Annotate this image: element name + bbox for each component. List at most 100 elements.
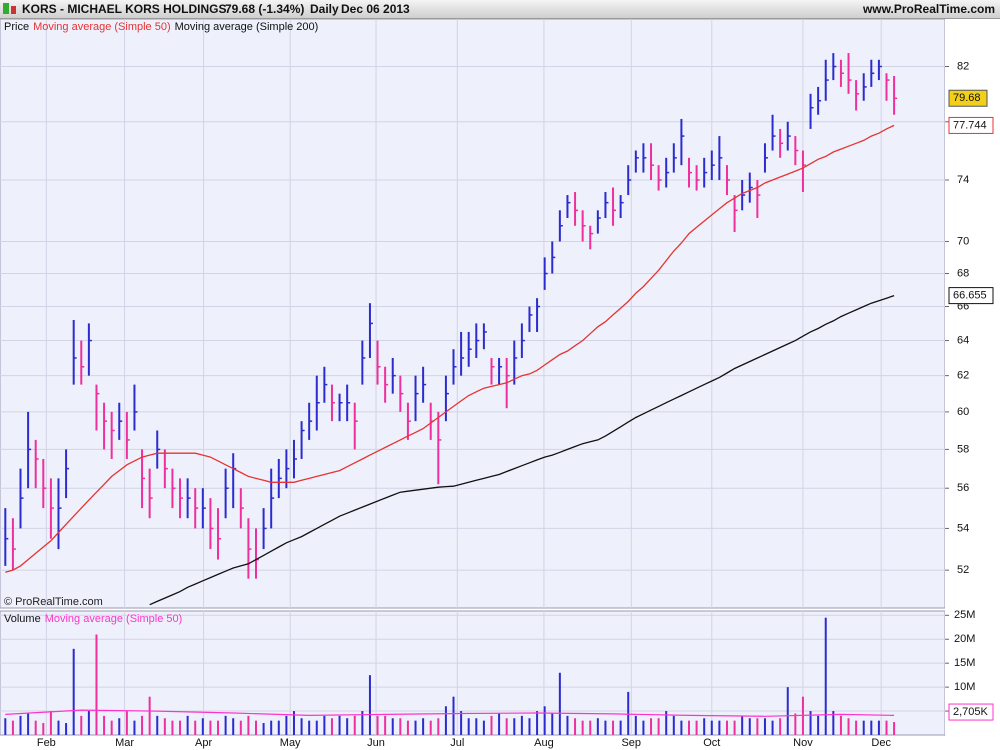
volume-bar xyxy=(361,711,364,735)
volume-bar xyxy=(627,691,630,735)
volume-bar xyxy=(179,720,182,735)
volume-bar xyxy=(87,711,90,735)
y-tick-label: 56 xyxy=(957,482,969,494)
value-label: 66.655 xyxy=(953,290,987,302)
volume-bar xyxy=(452,696,455,735)
volume-bar xyxy=(148,696,151,735)
volume-bar xyxy=(809,711,812,735)
site: www.ProRealTime.com xyxy=(862,2,995,16)
volume-bar xyxy=(346,718,349,735)
volume-bar xyxy=(384,715,387,735)
volume-bar xyxy=(141,715,144,735)
volume-bar xyxy=(786,687,789,735)
volume-bar xyxy=(118,718,121,735)
volume-bar xyxy=(34,720,37,735)
volume-bar xyxy=(80,715,83,735)
volume-bar xyxy=(725,720,728,735)
volume-bar xyxy=(133,720,136,735)
axis-area xyxy=(945,19,1000,735)
legend: Price Moving average (Simple 50) Moving av… xyxy=(4,21,322,33)
volume-bar xyxy=(870,720,873,735)
x-tick-label: Nov xyxy=(793,737,813,749)
legend: Volume Moving average (Simple 50) xyxy=(4,613,186,625)
x-tick-label: Sep xyxy=(621,737,641,749)
volume-bar xyxy=(414,720,417,735)
volume-bar xyxy=(513,718,516,735)
volume-bar xyxy=(376,715,379,735)
y-tick-label: 68 xyxy=(957,267,969,279)
volume-bar xyxy=(695,720,698,735)
volume-bar xyxy=(103,715,106,735)
y-tick-label: 74 xyxy=(957,174,969,186)
value-box xyxy=(948,89,988,107)
volume-bar xyxy=(262,723,265,735)
x-tick-label: Dec xyxy=(871,737,891,749)
volume-bar xyxy=(42,723,45,735)
value-label: 2,705K xyxy=(953,706,989,718)
value-label: 77.744 xyxy=(953,119,987,131)
volume-bar xyxy=(847,718,850,735)
volume-bar xyxy=(27,713,30,735)
volume-bar xyxy=(224,715,227,735)
volume-bar xyxy=(657,718,660,735)
volume-bar xyxy=(832,711,835,735)
volume-bar xyxy=(710,720,713,735)
legend-entry: Moving average (Simple 200) xyxy=(174,21,319,33)
volume-bar xyxy=(49,711,52,735)
legend-entry: Price xyxy=(4,21,30,33)
volume-bar xyxy=(718,720,721,735)
volume-bar xyxy=(703,718,706,735)
volume-bar xyxy=(475,718,478,735)
x-tick-label: Jul xyxy=(450,737,464,749)
volume-bar xyxy=(65,723,68,735)
x-tick-label: Oct xyxy=(703,737,720,749)
volume-bar xyxy=(57,720,60,735)
volume-bar xyxy=(399,718,402,735)
volume-bar xyxy=(437,718,440,735)
volume-bar xyxy=(520,715,523,735)
volume-bar xyxy=(338,715,341,735)
y-tick-label: 54 xyxy=(957,522,969,534)
volume-bar xyxy=(156,715,159,735)
volume-bar xyxy=(353,715,356,735)
quote: 79.68 (-1.34%) xyxy=(225,2,305,16)
y-tick-label: 60 xyxy=(957,406,969,418)
volume-bar xyxy=(292,711,295,735)
value-box xyxy=(948,116,994,134)
price-plot xyxy=(0,19,945,608)
volume-bar xyxy=(536,711,539,735)
volume-bar xyxy=(581,720,584,735)
x-tick-label: Apr xyxy=(195,737,212,749)
ma-line xyxy=(5,709,895,717)
x-tick-label: Jun xyxy=(367,737,385,749)
volume-bar xyxy=(194,720,197,735)
volume-bar xyxy=(406,720,409,735)
volume-bar xyxy=(824,617,827,735)
volume-bar xyxy=(11,720,14,735)
volume-bar xyxy=(308,720,311,735)
volume-bar xyxy=(315,720,318,735)
volume-bar xyxy=(498,713,501,735)
volume-bar xyxy=(422,718,425,735)
volume-bar xyxy=(855,720,858,735)
volume-bar xyxy=(687,720,690,735)
y-tick-label: 20M xyxy=(954,633,975,645)
volume-bar xyxy=(19,715,22,735)
volume-bar xyxy=(490,715,493,735)
volume-bar xyxy=(186,715,189,735)
volume-bar xyxy=(209,720,212,735)
volume-bar xyxy=(756,718,759,735)
volume-bar xyxy=(217,720,220,735)
y-tick-label: 62 xyxy=(957,370,969,382)
ma-line xyxy=(149,294,895,606)
volume-bar xyxy=(566,715,569,735)
volume-bar xyxy=(239,720,242,735)
volume-bar xyxy=(232,718,235,735)
price-panel xyxy=(0,18,946,609)
volume-bar xyxy=(391,718,394,735)
volume-bar xyxy=(277,720,280,735)
volume-bar xyxy=(650,718,653,735)
y-tick-label: 52 xyxy=(957,564,969,576)
volume-bar xyxy=(885,720,888,735)
